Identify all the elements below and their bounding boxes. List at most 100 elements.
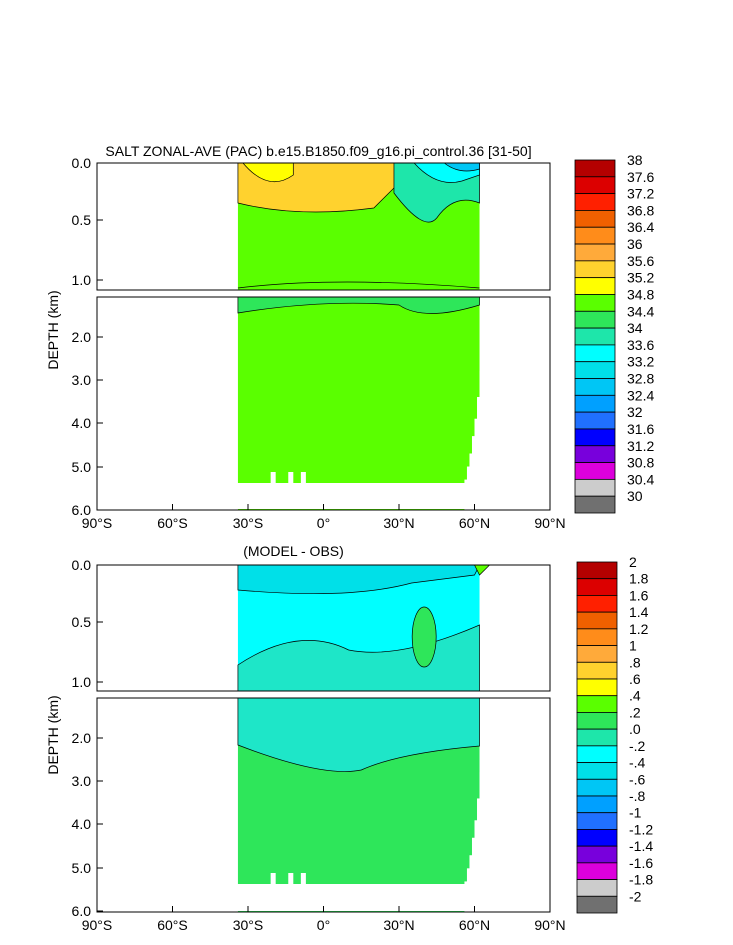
colorbar-swatch <box>574 226 616 245</box>
chart-title: SALT ZONAL-AVE (PAC) b.e15.B1850.f09_g16… <box>105 143 531 159</box>
colorbar-swatch <box>576 812 618 830</box>
colorbar-label: 34 <box>627 320 643 336</box>
colorbar-label: 1.6 <box>629 587 649 603</box>
colorbar-swatch <box>574 176 616 195</box>
colorbar-swatch <box>574 378 616 396</box>
topography-gap <box>270 472 276 484</box>
x-tick-label: 30°N <box>383 515 414 531</box>
y-tick-label: 2.0 <box>72 329 92 345</box>
colorbar-label: 33.6 <box>627 337 654 353</box>
y-tick-label: 3.0 <box>72 372 92 388</box>
topography-gap <box>300 472 306 484</box>
colorbar-swatch <box>574 462 616 480</box>
contour-fill <box>237 296 480 314</box>
colorbar-swatch <box>574 327 616 346</box>
colorbar-label: 30.4 <box>627 471 654 487</box>
colorbar-swatch <box>576 745 618 763</box>
colorbar-label: -1.6 <box>629 855 653 871</box>
x-tick-label: 90°N <box>534 515 565 531</box>
colorbar-swatch <box>574 344 616 363</box>
colorbar-swatch <box>576 561 618 580</box>
colorbar-label: 32.8 <box>627 371 654 387</box>
contour-fill <box>237 297 480 510</box>
upper-section-frame <box>96 162 551 291</box>
x-tick-label: 60°N <box>459 515 490 531</box>
colorbar-swatch <box>576 829 618 847</box>
x-tick-label: 90°N <box>534 917 565 933</box>
colorbar-label: 33.2 <box>627 354 654 370</box>
contour-fill <box>237 564 481 595</box>
y-tick-label: 6.0 <box>72 502 92 518</box>
colorbar-swatch <box>574 445 616 463</box>
y-tick-label: 0.5 <box>72 614 92 630</box>
y-tick-label: 2.0 <box>72 730 92 746</box>
contour-fill <box>443 162 480 172</box>
colorbar-label: 1.8 <box>629 571 649 587</box>
colorbar-swatch <box>576 895 618 914</box>
colorbar-label: 31.2 <box>627 438 654 454</box>
colorbar-label: -1.2 <box>629 821 653 837</box>
colorbar-swatch <box>576 795 618 814</box>
contour-field-1 <box>98 162 549 510</box>
colorbar-swatch <box>574 260 616 279</box>
colorbar-label: 34.8 <box>627 286 654 302</box>
colorbar-label: -1.4 <box>629 838 653 854</box>
colorbar-label: 35.6 <box>627 253 654 269</box>
colorbar-label: 36.4 <box>627 219 654 235</box>
colorbar-label: .6 <box>629 671 641 687</box>
colorbar-label: .4 <box>629 688 641 704</box>
colorbar-label: -.6 <box>629 771 646 787</box>
colorbar-label: -1 <box>629 805 642 821</box>
x-tick-label: 30°N <box>383 917 414 933</box>
x-tick-label: 90°S <box>82 917 113 933</box>
x-tick-label: 60°S <box>157 515 188 531</box>
colorbar-label: 36.8 <box>627 202 654 218</box>
x-tick-label: 30°S <box>233 515 264 531</box>
topography-gap <box>288 873 294 885</box>
contour-fill <box>237 624 480 692</box>
colorbar-label: .0 <box>629 721 641 737</box>
colorbar-label: -.2 <box>629 738 646 754</box>
colorbar-label: -.4 <box>629 755 646 771</box>
y-tick-label: 1.0 <box>72 674 92 690</box>
y-tick-label: 0.5 <box>72 212 92 228</box>
topography-gap <box>270 873 276 885</box>
topography-gap <box>288 472 294 484</box>
colorbar-label: 31.6 <box>627 421 654 437</box>
y-axis-label: DEPTH (km) <box>45 695 61 774</box>
colorbar-label: 37.2 <box>627 186 654 202</box>
x-tick-label: 0° <box>317 515 330 531</box>
upper-section-frame <box>96 564 551 692</box>
colorbar-swatch <box>576 678 618 697</box>
colorbar-swatch <box>576 862 618 880</box>
x-tick-label: 90°S <box>82 515 113 531</box>
colorbar-swatch <box>576 595 618 613</box>
colorbar-label: -2 <box>629 888 642 904</box>
colorbar-label: 36 <box>627 236 643 252</box>
colorbar-label: 37.6 <box>627 169 654 185</box>
colorbar-label: 30 <box>627 488 643 504</box>
contour-line <box>237 281 480 289</box>
colorbar-swatch <box>576 762 618 780</box>
contour-fill <box>242 162 294 183</box>
y-tick-label: 6.0 <box>72 903 92 919</box>
colorbar-swatch <box>576 661 618 680</box>
y-tick-label: 3.0 <box>72 773 92 789</box>
colorbar-label: 34.4 <box>627 303 654 319</box>
colorbar-swatch <box>574 361 616 379</box>
colorbar-swatch <box>576 695 618 713</box>
y-tick-label: 5.0 <box>72 860 92 876</box>
colorbar-label: -.8 <box>629 788 646 804</box>
colorbar-swatch <box>574 428 616 447</box>
x-tick-label: 60°S <box>157 917 188 933</box>
colorbar-label: -1.8 <box>629 872 653 888</box>
colorbar-label: 38 <box>627 152 643 168</box>
colorbar-swatch <box>574 478 616 497</box>
colorbar-swatch <box>574 394 616 413</box>
colorbar-swatch <box>576 879 618 897</box>
topography-gap <box>300 873 306 885</box>
colorbar-swatch <box>576 728 618 747</box>
x-tick-label: 0° <box>317 917 330 933</box>
colorbar-swatch <box>574 243 616 262</box>
